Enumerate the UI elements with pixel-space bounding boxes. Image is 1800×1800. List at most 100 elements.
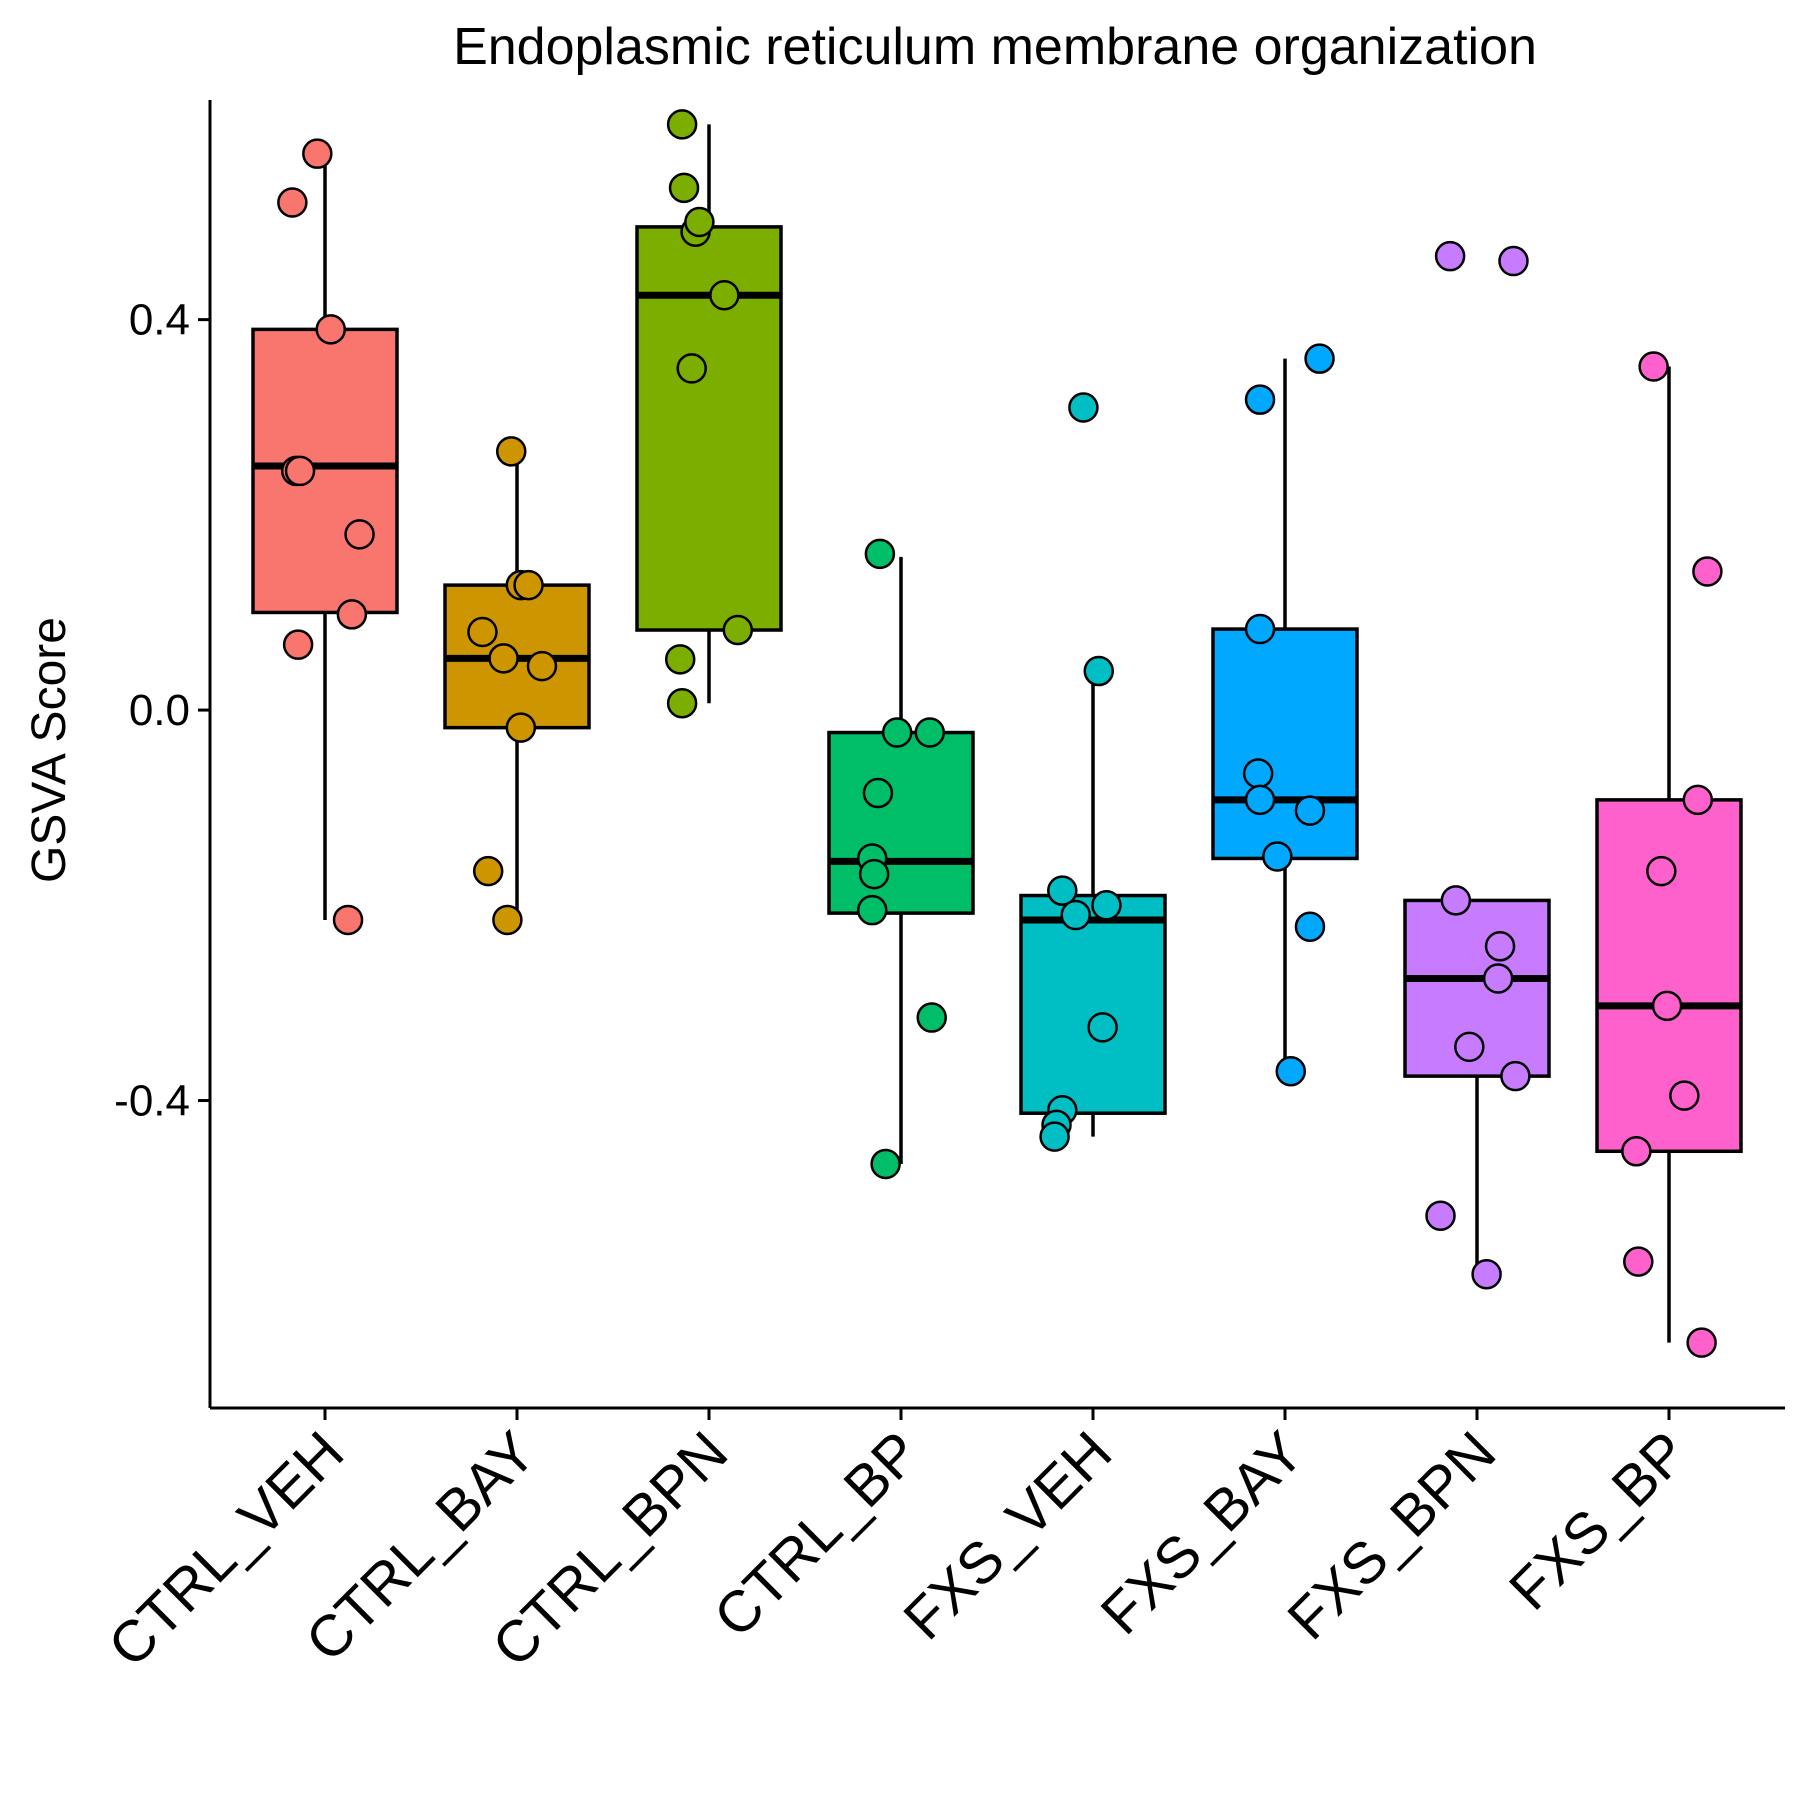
data-point [664, 644, 696, 675]
data-point [1638, 351, 1669, 382]
data-point [666, 109, 698, 140]
data-point [709, 279, 740, 311]
data-point [858, 858, 890, 890]
data-point [668, 172, 700, 204]
box-fxs-veh [1019, 671, 1167, 1137]
data-point [1692, 556, 1723, 587]
data-point [315, 314, 347, 345]
x-tick-label: FXS_BP [1497, 1419, 1700, 1622]
data-point [1244, 384, 1276, 415]
data-point [881, 717, 913, 748]
data-point [870, 1148, 901, 1180]
data-point [1646, 855, 1677, 887]
data-point [1244, 784, 1276, 816]
box-fxs-bay [1211, 358, 1359, 1072]
box-body [827, 730, 975, 915]
data-point [1304, 343, 1335, 374]
box-ctrl-bp [827, 556, 975, 1164]
points-fxs-bay [1242, 343, 1335, 1087]
data-point [676, 353, 707, 384]
data-point [916, 1002, 947, 1033]
data-point [1087, 1012, 1118, 1043]
chart-title: Endoplasmic reticulum membrane organizat… [453, 18, 1537, 76]
data-point [1262, 841, 1293, 872]
box-ctrl-bay [443, 451, 591, 920]
points-fxs-bpn [1425, 240, 1531, 1290]
points-ctrl-bay [467, 436, 558, 936]
x-tick-label: FXS_BPN [1275, 1419, 1508, 1652]
data-point [666, 687, 698, 719]
data-point [1484, 931, 1516, 962]
data-point [1275, 1055, 1307, 1087]
data-point [1060, 899, 1091, 931]
points-ctrl-bp [856, 538, 947, 1180]
data-point [1623, 1246, 1654, 1277]
data-point [1471, 1259, 1502, 1290]
data-point [1242, 758, 1274, 789]
points-ctrl-bpn [664, 109, 754, 719]
box-body [635, 225, 783, 632]
boxes-layer [251, 124, 1743, 1343]
data-point [472, 855, 504, 887]
data-point [505, 712, 537, 743]
data-point [1621, 1136, 1652, 1167]
data-point [1294, 795, 1326, 826]
points-fxs-bp [1621, 351, 1723, 1358]
data-point [332, 904, 364, 936]
box-body [1019, 893, 1167, 1115]
y-axis-label: GSVA Score [23, 617, 76, 883]
data-point [336, 599, 368, 630]
data-point [488, 643, 519, 674]
box-fxs-bp [1595, 366, 1743, 1343]
box-body [1211, 627, 1359, 861]
x-tick-label: FXS_VEH [891, 1419, 1124, 1652]
x-axis: CTRL_VEHCTRL_BAYCTRL_BPNCTRL_BPFXS_VEHFX… [96, 1406, 1785, 1679]
data-point [1482, 963, 1514, 994]
data-point [684, 206, 715, 238]
data-point [1425, 1200, 1456, 1231]
data-point [1686, 1327, 1717, 1358]
box-body [1595, 798, 1743, 1154]
data-point [1091, 890, 1122, 921]
box-ctrl-bpn [635, 124, 783, 704]
data-point [1651, 990, 1683, 1022]
data-point [862, 777, 894, 809]
data-point [495, 436, 527, 467]
data-point [1682, 784, 1714, 816]
y-tick-label: 0.0 [129, 686, 190, 735]
data-point [1454, 1031, 1485, 1063]
box-body [251, 327, 399, 615]
points-ctrl-veh [277, 138, 375, 936]
data-point [1498, 245, 1529, 277]
data-point [1440, 885, 1472, 916]
data-point [1047, 875, 1078, 906]
data-point [1434, 240, 1466, 272]
data-point [856, 894, 888, 926]
data-point [1083, 655, 1115, 687]
data-point [277, 187, 308, 218]
data-point [526, 650, 558, 682]
box-ctrl-veh [251, 153, 399, 920]
points-fxs-veh [1039, 392, 1122, 1152]
data-point [914, 717, 946, 748]
y-axis: 0.4 0.0 -0.4 [114, 100, 212, 1408]
data-point [282, 629, 314, 660]
data-point [284, 455, 316, 487]
points-layer [277, 109, 1723, 1358]
data-point [1500, 1060, 1531, 1092]
data-point [344, 519, 375, 550]
data-point [1294, 911, 1326, 943]
data-point [722, 614, 754, 646]
y-tick-label: -0.4 [114, 1077, 190, 1126]
data-point [513, 569, 544, 601]
data-point [1039, 1121, 1070, 1152]
data-point [864, 538, 896, 570]
y-tick-label: 0.4 [129, 296, 190, 345]
data-point [1244, 613, 1276, 645]
data-point [1669, 1080, 1700, 1111]
data-point [492, 904, 523, 936]
data-point [467, 616, 498, 648]
data-point [302, 138, 333, 169]
data-point [1068, 392, 1099, 423]
